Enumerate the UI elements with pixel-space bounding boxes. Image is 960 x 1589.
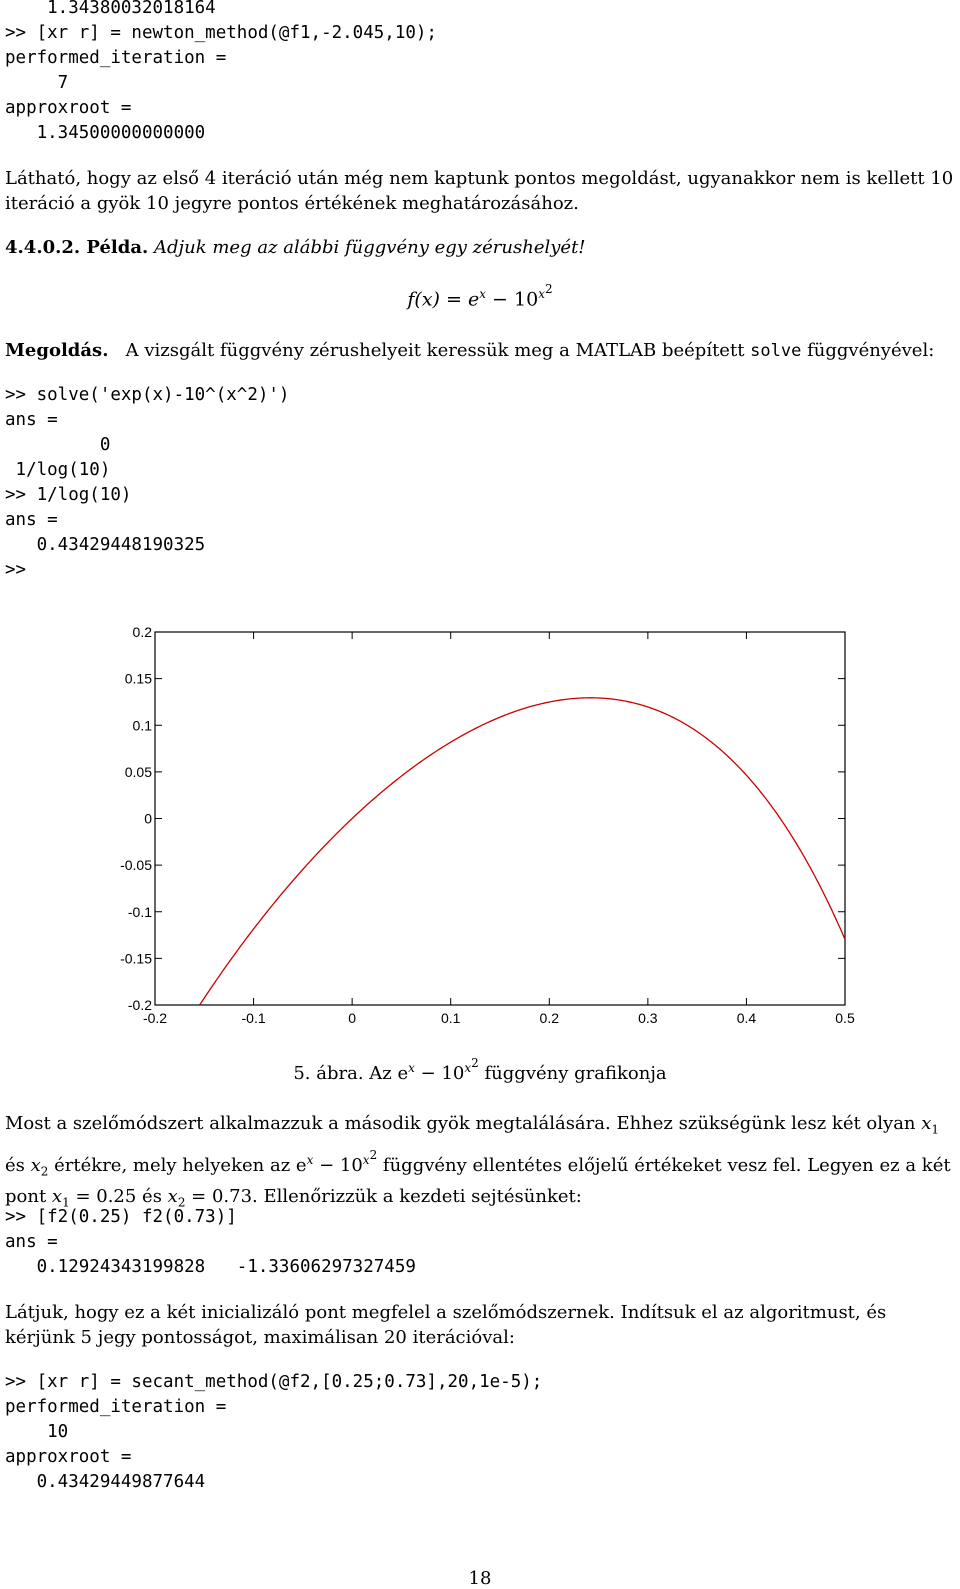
code-line: >> [5,560,27,580]
code-line: 0.12924343199828 -1.33606297327459 [5,1257,416,1277]
code-line: performed_iteration = [5,1397,227,1417]
caption-minus: − 10 [414,1063,465,1084]
text-run: − 10 [313,1154,363,1176]
math-sub: 1 [62,1195,70,1210]
paragraph-secant-intro: Most a szelőmódszert alkalmazzuk a másod… [5,1111,955,1216]
x-axis-ticks: -0.2 -0.1 0 0.1 0.2 0.3 0.4 0.5 [143,632,855,1026]
math-var: x [921,1113,932,1134]
solution-code-word: solve [750,341,802,361]
math-sup: x [306,1152,314,1167]
text-run: függvény ellentétes előjelű értékeket ve… [5,1154,951,1208]
formula-exp2: x [538,287,545,301]
text-run: = 0.73. Ellenőrizzük a kezdeti sejtésünk… [185,1186,582,1208]
y-tick-label: -0.2 [128,997,152,1013]
code-block-check: >> [f2(0.25) f2(0.73)] ans = 0.129243431… [5,1205,416,1280]
text-run: = 0.25 és [69,1186,168,1208]
paragraph-newton-result: Látható, hogy az első 4 iteráció után mé… [5,168,954,214]
code-line: >> solve('exp(x)-10^(x^2)') [5,385,290,405]
formula-minus: − 10 [486,288,539,311]
code-block-solve: >> solve('exp(x)-10^(x^2)') ans = 0 1/lo… [5,383,289,583]
caption-exp2: x [464,1061,472,1075]
math-sub: 2 [177,1195,186,1210]
formula-exp2-sup: 2 [544,282,553,296]
y-axis-ticks: 0.2 0.15 0.1 0.05 0 -0.05 -0.1 -0.15 -0.2 [120,625,845,1013]
code-line: >> [xr r] = secant_method(@f2,[0.25;0.73… [5,1372,543,1392]
figure-caption: 5. ábra. Az ex − 10x2 függvény grafikonj… [0,1056,960,1084]
code-block-newton: 1.34380032018164 >> [xr r] = newton_meth… [5,0,437,146]
example-label: 4.4.0.2. Példa. [5,237,149,258]
series-line [199,697,846,1006]
x-tick-label: 0.5 [835,1010,855,1026]
code-line: 0 [5,435,111,455]
code-block-secant: >> [xr r] = secant_method(@f2,[0.25;0.73… [5,1370,542,1495]
display-formula: f(x) = ex − 10x2 [0,282,960,310]
code-line: ans = [5,510,58,530]
caption-prefix: 5. ábra. Az e [293,1063,409,1084]
code-line: >> 1/log(10) [5,485,132,505]
page-number: 18 [468,1568,492,1589]
code-line: >> [xr r] = newton_method(@f1,-2.045,10)… [5,23,437,43]
solution-text-after: függvényével: [807,340,935,361]
math-var: x [167,1186,178,1208]
text-run: értékre, mely helyeken az e [48,1154,307,1176]
formula-exp1: x [479,287,486,301]
code-line: performed_iteration = [5,48,227,68]
code-line: 1.34380032018164 [5,0,216,18]
math-sub: 2 [40,1164,49,1179]
code-line: 0.43429449877644 [5,1472,206,1492]
solution-paragraph: Megoldás. A vizsgált függvény zérushelye… [5,338,955,364]
function-plot: -0.2 -0.1 0 0.1 0.2 0.3 0.4 0.5 0.20.150.10.050… [120,625,855,1026]
math-var: x [51,1186,63,1208]
code-line: ans = [5,1232,58,1252]
code-line: 10 [5,1422,69,1442]
code-line: ans = [5,410,58,430]
example-heading: 4.4.0.2. Példa. Adjuk meg az alábbi függ… [5,235,586,260]
y-tick-label: 0.2 [133,625,153,640]
x-tick-label: 0.1 [441,1010,461,1026]
caption-suffix: függvény grafikonja [478,1063,667,1084]
x-tick-label: 0.3 [638,1010,658,1026]
x-tick-label: 0.2 [540,1010,560,1026]
caption-exp2-sup: 2 [471,1056,479,1070]
code-line: >> [f2(0.25) f2(0.73)] [5,1207,237,1227]
y-tick-label: 0.05 [125,764,152,780]
plot-area-frame [154,631,846,1006]
code-line: 0.43429448190325 [5,535,206,555]
y-tick-label: 0.15 [125,671,152,687]
y-tick-label: 0.1 [133,717,153,733]
y-tick-label: 0 [144,811,152,827]
y-tick-label: -0.15 [120,950,152,966]
code-line: 7 [5,73,69,93]
math-sub: 1 [931,1122,940,1137]
text-run: Most a szelőmódszert alkalmazzuk a másod… [5,1113,922,1134]
example-text: Adjuk meg az alábbi függvény egy zérushe… [154,237,586,258]
formula-lhs: f(x) = e [407,288,480,311]
caption-exp1: x [408,1061,415,1075]
paragraph-secant-run: Látjuk, hogy ez a két inicializáló pont … [5,1302,887,1348]
solution-label: Megoldás. [5,340,109,361]
x-tick-label: -0.2 [143,1010,167,1026]
x-tick-label: 0 [348,1010,356,1026]
math-sup: 2 [369,1147,378,1162]
math-var: x [30,1154,41,1176]
y-tick-label: -0.05 [120,857,152,873]
math-sup: x [362,1152,370,1167]
x-tick-label: -0.1 [242,1010,266,1026]
text-run: és [5,1154,31,1176]
code-line: 1.34500000000000 [5,123,206,143]
code-line: approxroot = [5,1447,132,1467]
solution-text-before: A vizsgált függvény zérushelyeit keressü… [125,340,745,361]
code-line: approxroot = [5,98,132,118]
y-tick-label: -0.1 [128,904,152,920]
code-line: 1/log(10) [5,460,111,480]
x-tick-label: 0.4 [737,1010,757,1026]
